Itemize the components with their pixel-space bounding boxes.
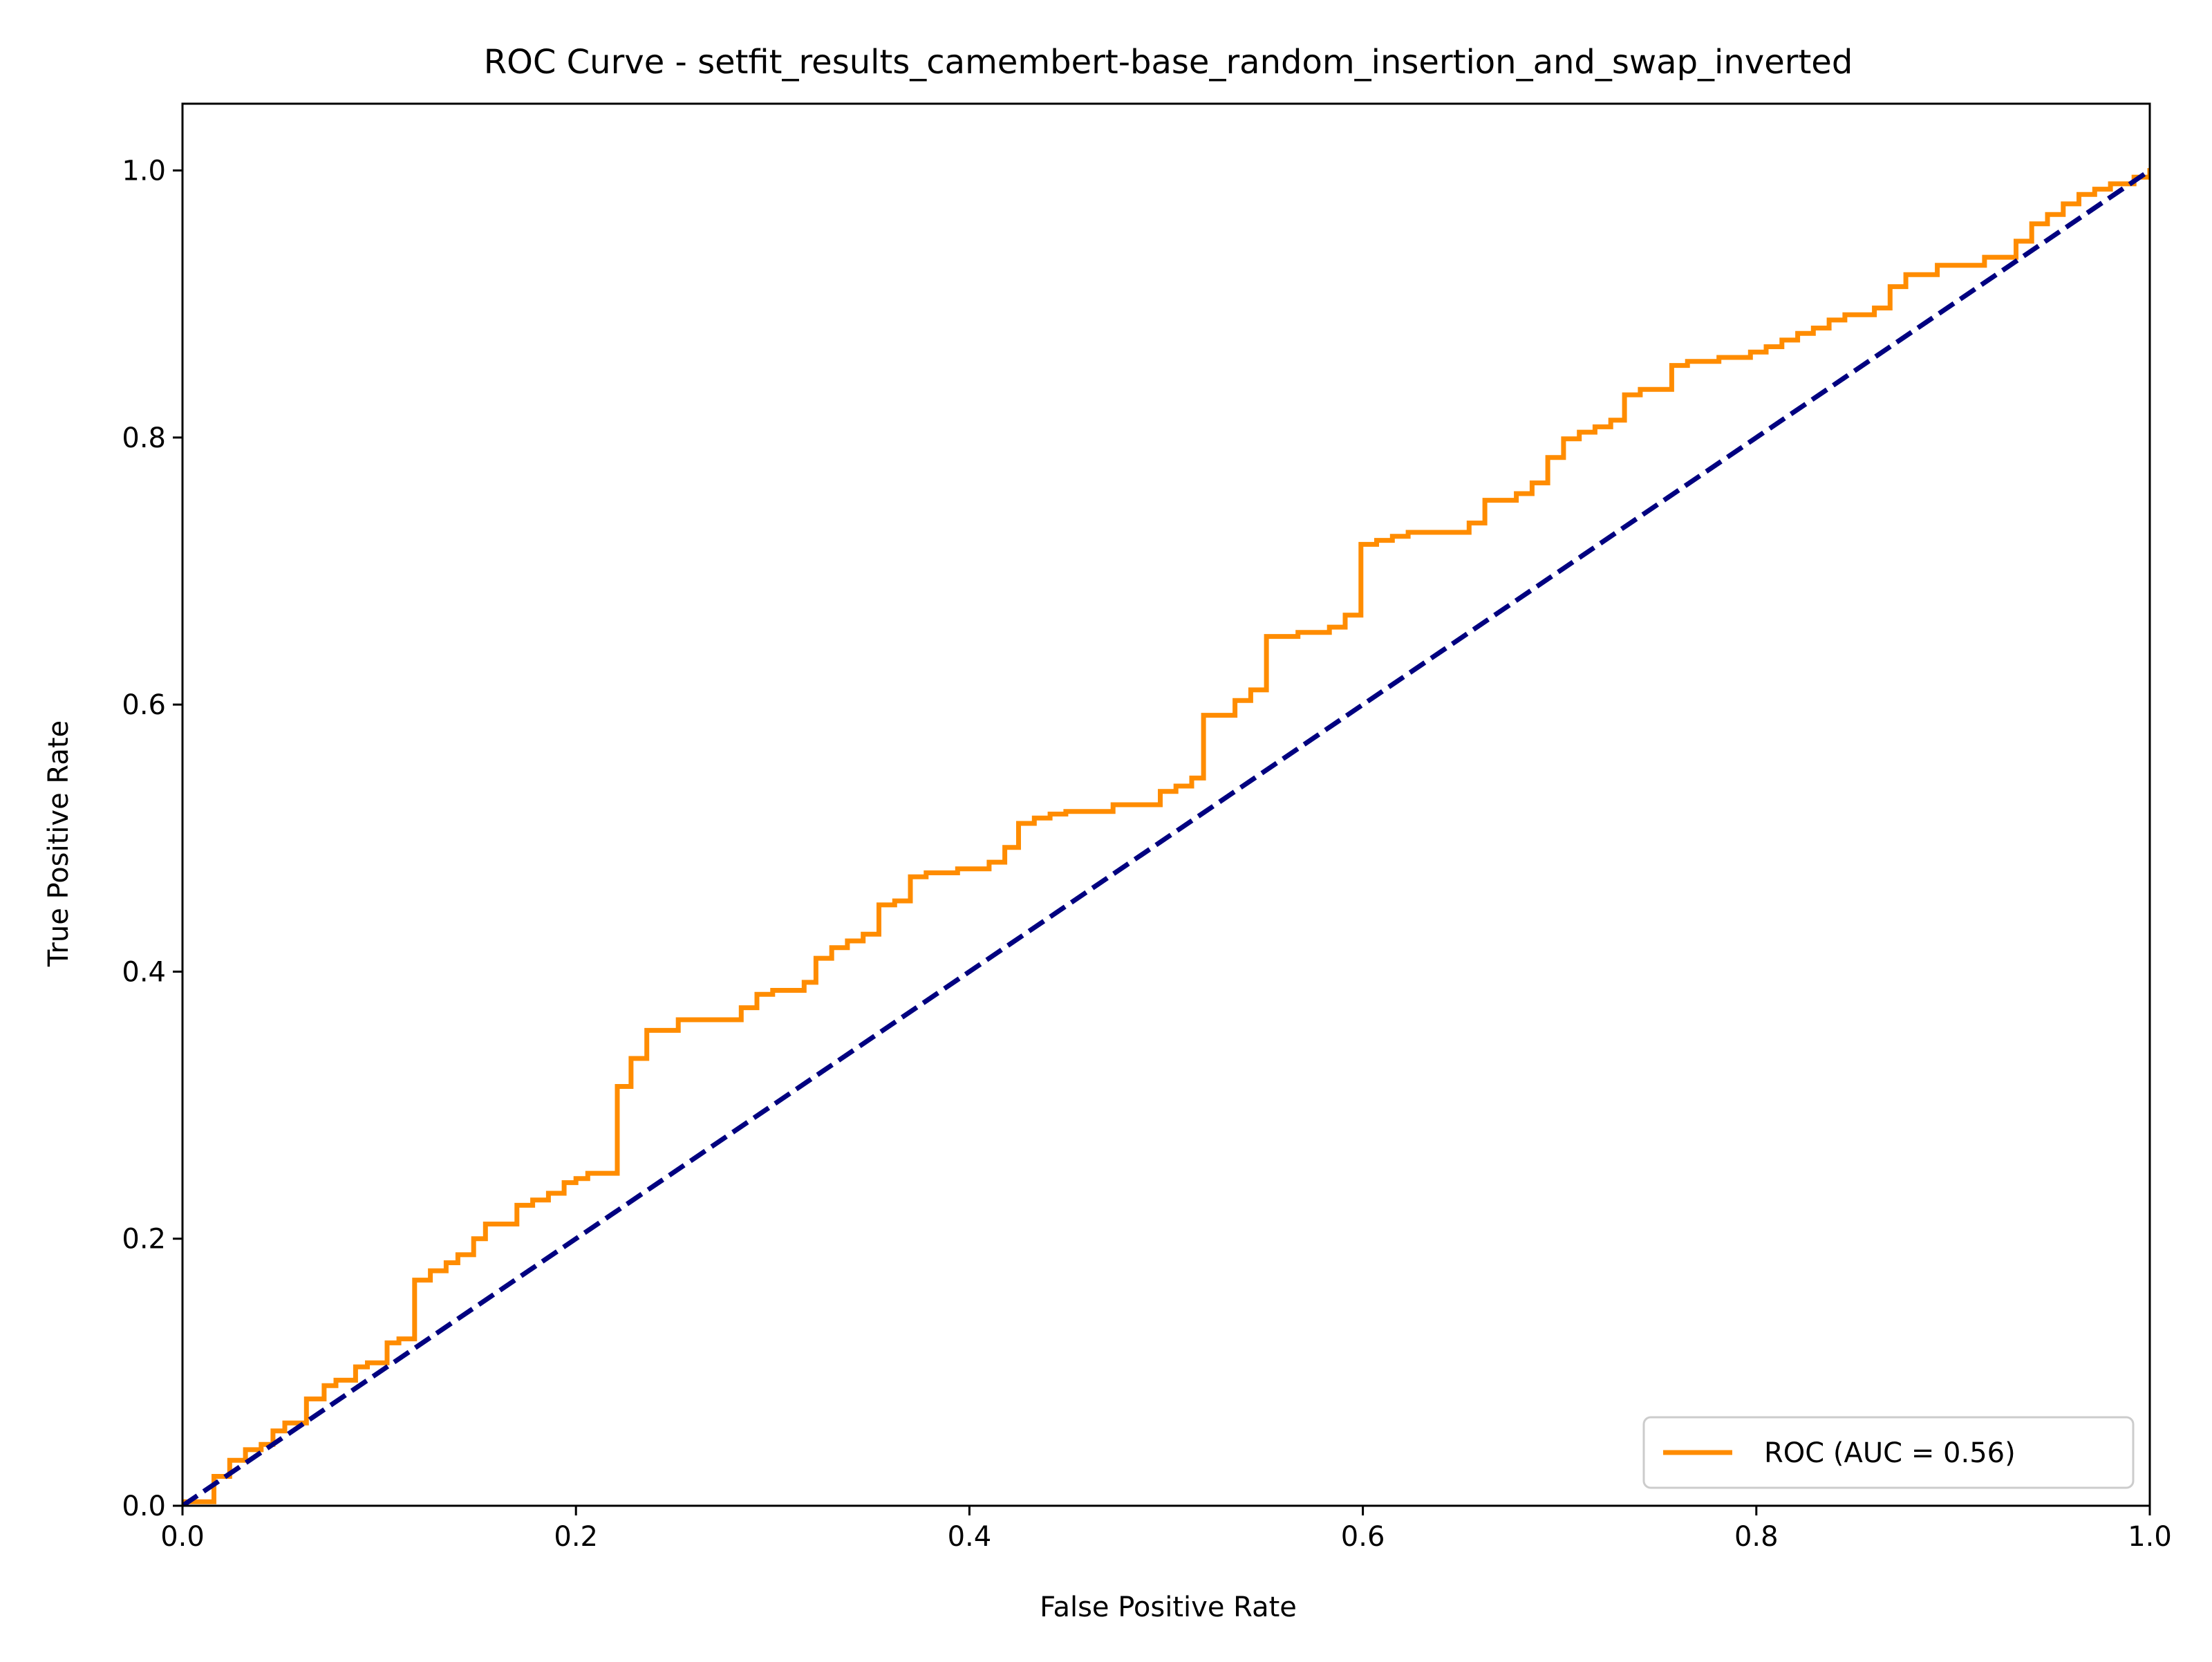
x-tick-label: 0.2	[554, 1521, 598, 1553]
legend-roc-label: ROC (AUC = 0.56)	[1764, 1437, 2016, 1469]
x-tick-label: 0.8	[1734, 1521, 1779, 1553]
axes: 0.0 0.2 0.4 0.6 0.8 1.0 0.0 0.2 0.4 0.6 0.8 1.0	[122, 102, 2172, 1553]
y-axis-label: True Positive Rate	[43, 720, 75, 967]
y-tick-label: 0.0	[122, 1491, 166, 1522]
chart-title: ROC Curve - setfit_results_camembert-bas…	[484, 43, 1853, 82]
y-tick-label: 0.6	[122, 689, 166, 721]
plot-area	[182, 168, 2150, 1506]
plot-frame	[181, 102, 2151, 1507]
x-tick-label: 0.6	[1341, 1521, 1385, 1553]
x-tick-label: 0.4	[948, 1521, 992, 1553]
y-tick-label: 1.0	[122, 156, 166, 187]
roc-curve-line	[182, 168, 2150, 1506]
legend-box	[1642, 1416, 2135, 1489]
y-tick-label: 0.4	[122, 956, 166, 988]
random-guess-diagonal-line	[182, 168, 2150, 1506]
legend: ROC (AUC = 0.56)	[1642, 1416, 2135, 1489]
x-axis-label: False Positive Rate	[1040, 1591, 1297, 1623]
y-tick-label: 0.8	[122, 422, 166, 454]
y-tick-label: 0.2	[122, 1224, 166, 1255]
x-tick-label: 0.0	[160, 1521, 205, 1553]
x-tick-label: 1.0	[2128, 1521, 2172, 1553]
